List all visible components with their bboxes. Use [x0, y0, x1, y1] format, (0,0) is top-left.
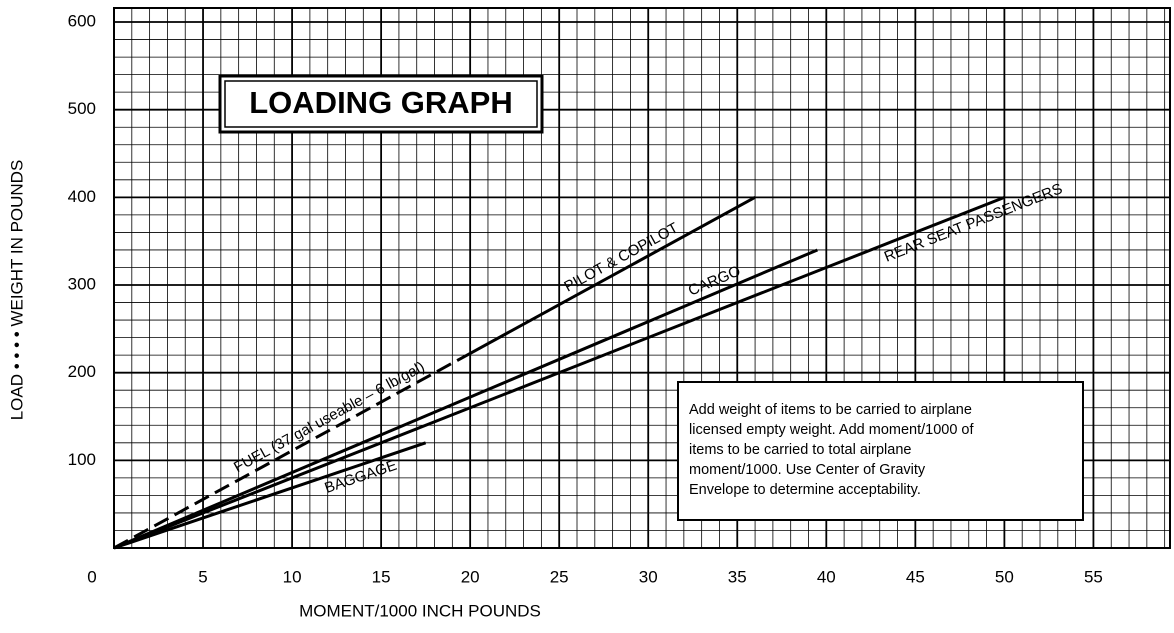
note-line: licensed empty weight. Add moment/1000 o…: [689, 422, 974, 438]
x-tick-label: 35: [728, 567, 747, 586]
x-tick-label: 40: [817, 567, 836, 586]
y-axis-title: LOAD • • • • WEIGHT IN POUNDS: [7, 160, 26, 421]
lines: [113, 195, 1005, 550]
line-label: REAR SEAT PASSENGERS: [882, 180, 1065, 265]
series-line: [113, 195, 1005, 550]
x-tick-label: 0: [87, 567, 96, 586]
note-box: [677, 381, 1084, 521]
series-line: [113, 441, 427, 550]
y-tick-label: 600: [68, 12, 96, 31]
x-tick-label: 50: [995, 567, 1014, 586]
note-line: moment/1000. Use Center of Gravity: [689, 462, 926, 478]
y-tick-label: 500: [68, 99, 96, 118]
y-tick-label: 400: [68, 187, 96, 206]
y-tick-label: 200: [68, 362, 96, 381]
line-label: PILOT & COPILOT: [561, 219, 681, 295]
x-tick-label: 45: [906, 567, 925, 586]
x-tick-label: 15: [372, 567, 391, 586]
x-tick-label: 10: [283, 567, 302, 586]
line-label: FUEL (37 gal useable – 6 lb/gal): [231, 358, 427, 476]
series-line: [113, 248, 818, 550]
x-tick-label: 25: [550, 567, 569, 586]
x-tick-label: 5: [198, 567, 207, 586]
note-line: Add weight of items to be carried to air…: [689, 402, 972, 418]
title-box-inner: [224, 80, 538, 128]
x-tick-label: 55: [1084, 567, 1103, 586]
x-tick-label: 30: [639, 567, 658, 586]
x-tick-label: 20: [461, 567, 480, 586]
y-tick-label: 100: [68, 450, 96, 469]
note-line: items to be carried to total airplane: [689, 442, 911, 458]
chart-title: LOADING GRAPH: [249, 85, 513, 120]
y-tick-label: 300: [68, 274, 96, 293]
plot-frame: [113, 7, 1171, 549]
note: Add weight of items to be carried to air…: [689, 402, 974, 498]
note-line: Envelope to determine acceptability.: [689, 482, 921, 498]
series-line: [469, 196, 756, 355]
x-axis-title: MOMENT/1000 INCH POUNDS: [299, 601, 541, 620]
